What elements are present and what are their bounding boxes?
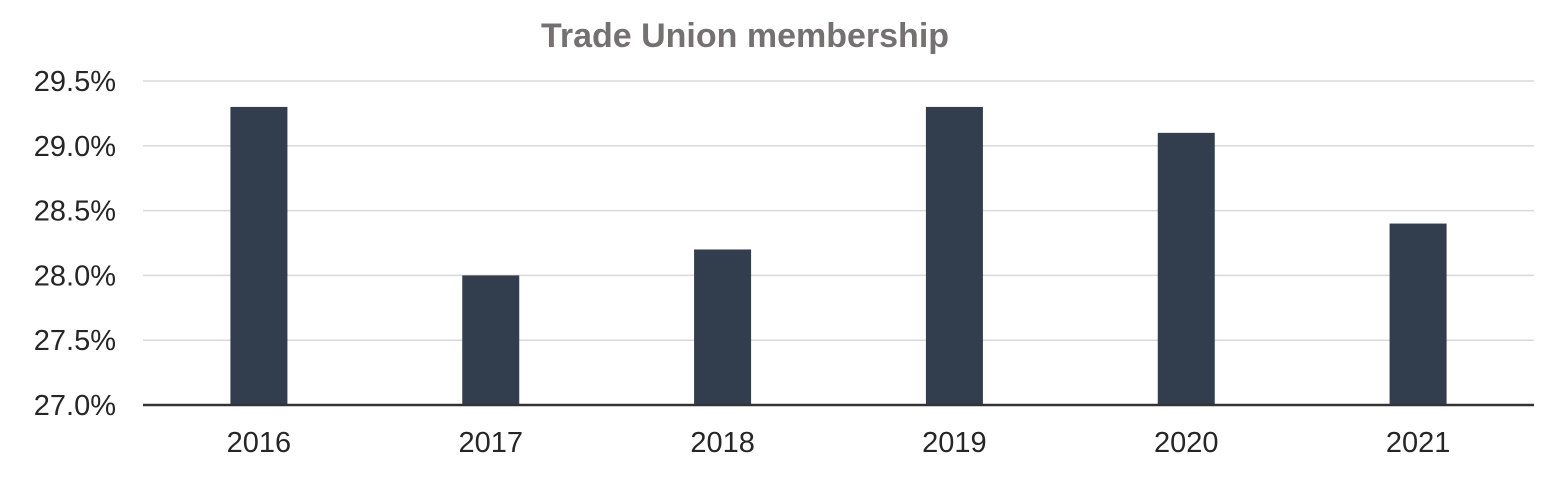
- bar-2020: [1157, 132, 1215, 405]
- bar-2016: [230, 106, 288, 406]
- x-tick-label: 2017: [458, 427, 523, 459]
- y-tick-label: 27.5%: [34, 325, 116, 357]
- x-tick-label: 2016: [227, 427, 292, 459]
- y-tick-label: 29.5%: [34, 66, 116, 98]
- x-tick-label: 2019: [922, 427, 987, 459]
- chart-title: Trade Union membership: [541, 17, 949, 55]
- bar-2021: [1389, 223, 1447, 405]
- x-tick-label: 2021: [1386, 427, 1451, 459]
- y-tick-label: 29.0%: [34, 131, 116, 163]
- x-tick-label: 2018: [690, 427, 755, 459]
- y-tick-label: 27.0%: [34, 390, 116, 422]
- y-tick-label: 28.5%: [34, 196, 116, 228]
- x-axis-ticks: 2016 2017 2018 2019 2020 2021: [227, 427, 1451, 459]
- gridlines: [143, 80, 1534, 341]
- bar-2018: [694, 249, 752, 405]
- y-tick-label: 28.0%: [34, 260, 116, 292]
- y-axis-ticks: 27.0% 27.5% 28.0% 28.5% 29.0% 29.5%: [34, 66, 116, 422]
- bars: [230, 106, 1447, 406]
- bar-2019: [925, 106, 983, 406]
- bar-2017: [462, 275, 520, 405]
- x-tick-label: 2020: [1154, 427, 1219, 459]
